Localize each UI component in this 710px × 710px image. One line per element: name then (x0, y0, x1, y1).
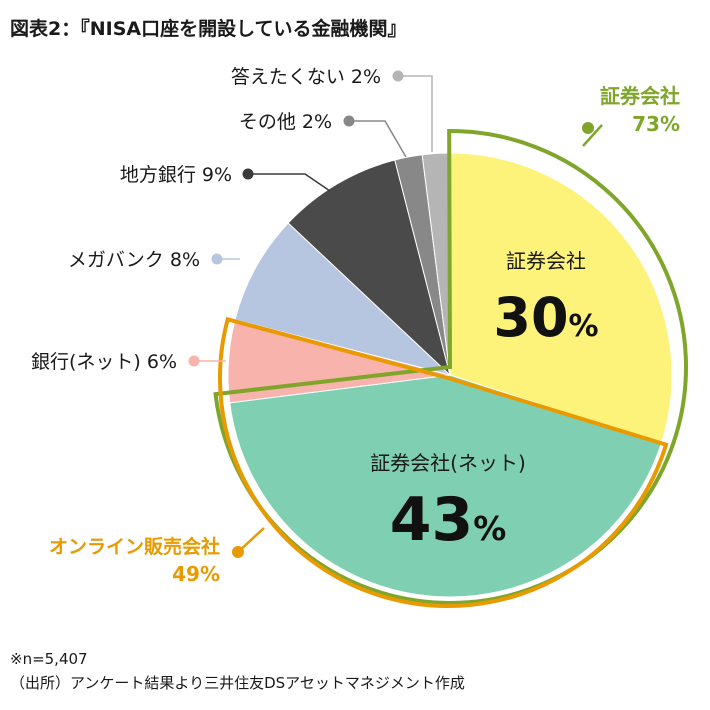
sample-size-note: ※n=5,407 (10, 650, 88, 668)
label-no_answer: 答えたくない 2% (231, 66, 381, 88)
slice-securities (449, 152, 673, 445)
value-securities_net: 43% (390, 485, 507, 555)
leader-dot-group-online (232, 546, 244, 558)
source-note: （出所）アンケート結果より三井住友DSアセットマネジメント作成 (10, 674, 465, 692)
group-outline-online (218, 316, 669, 608)
leader-no_answer (398, 75, 433, 152)
label-bank_net: 銀行(ネット) 6% (31, 351, 177, 373)
group-value-online: 49% (172, 562, 220, 586)
label-megabank: メガバンク 8% (68, 249, 200, 271)
slice-regional_bank (287, 159, 451, 377)
leader-lines (188, 70, 603, 558)
slice-labels: 銀行(ネット) 6% メガバンク 8% 地方銀行 9% その他 2% 答えたくない 2%… (31, 66, 680, 586)
label-other: その他 2% (239, 111, 332, 133)
leader-other (349, 120, 407, 158)
label-securities: 証券会社 (506, 249, 586, 273)
group-label-online: オンライン販売会社 (49, 535, 220, 558)
leader-dot-no_answer (392, 70, 404, 82)
label-securities_net: 証券会社(ネット) (370, 451, 526, 475)
leader-regional_bank (248, 173, 331, 192)
leader-group-securities (582, 124, 603, 147)
pie-slices (227, 152, 673, 598)
leader-dot-bank_net (188, 355, 200, 367)
label-regional_bank: 地方銀行 9% (120, 164, 232, 186)
leader-dot-megabank (211, 253, 223, 265)
slice-securities_net (229, 374, 662, 598)
leader-dot-other (343, 115, 355, 127)
chart-title: 図表2：『NISA口座を開設している金融機関』 (10, 18, 407, 40)
group-outlines (213, 128, 688, 608)
group-value-securities: 73% (632, 112, 680, 136)
slice-megabank (234, 222, 451, 376)
group-label-securities: 証券会社 (600, 84, 680, 108)
leader-dot-regional_bank (242, 168, 254, 180)
leader-dot-group-securities (582, 122, 594, 134)
value-securities: 30% (493, 286, 598, 349)
